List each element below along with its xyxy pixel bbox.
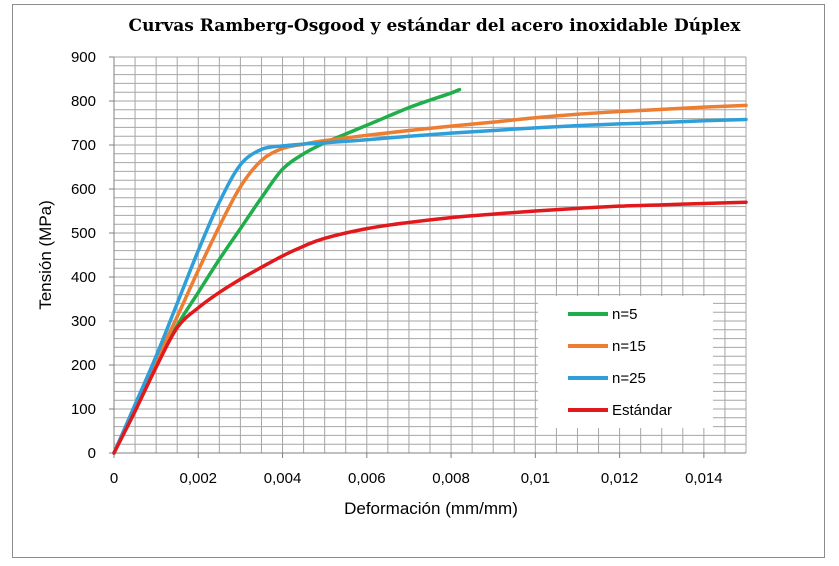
x-tick-label: 0,01 [521,470,550,487]
x-tick-label: 0,006 [348,470,386,487]
chart-title: Curvas Ramberg-Osgood y estándar del ace… [128,16,741,36]
x-tick-label: 0,014 [685,470,723,487]
series-line-est-ndar [112,200,748,455]
x-tick-label: 0,008 [432,470,470,487]
y-axis-title: Tensión (MPa) [36,200,55,310]
y-tick-label: 800 [71,93,96,110]
legend-label: n=5 [612,306,637,323]
y-tick-label: 100 [71,401,96,418]
axes: 0 100 200 300 400 500 600 700 800 900 0 0,002 0,004 0… [71,49,746,487]
legend-label: n=25 [612,370,646,387]
y-tick-label: 400 [71,269,96,286]
x-tick-label: 0 [110,470,118,487]
legend: n=5 n=15 n=25 Estándar [538,296,713,428]
legend-label: Estándar [612,402,672,419]
y-tick-label: 600 [71,181,96,198]
x-tick-label: 0,002 [179,470,217,487]
y-tick-label: 200 [71,357,96,374]
x-tick-label: 0,012 [601,470,639,487]
x-tick-label: 0,004 [264,470,302,487]
x-axis-title: Deformación (mm/mm) [344,499,518,518]
legend-box [538,296,713,428]
y-tick-label: 700 [71,137,96,154]
series-line-n-15 [112,103,748,455]
y-tick-label: 500 [71,225,96,242]
series-lines [112,87,748,455]
y-tick-label: 0 [88,445,96,462]
chart-frame [12,4,825,558]
legend-label: n=15 [612,338,646,355]
y-tick-label: 900 [71,49,96,66]
series-line-n-25 [112,117,748,455]
y-tick-label: 300 [71,313,96,330]
